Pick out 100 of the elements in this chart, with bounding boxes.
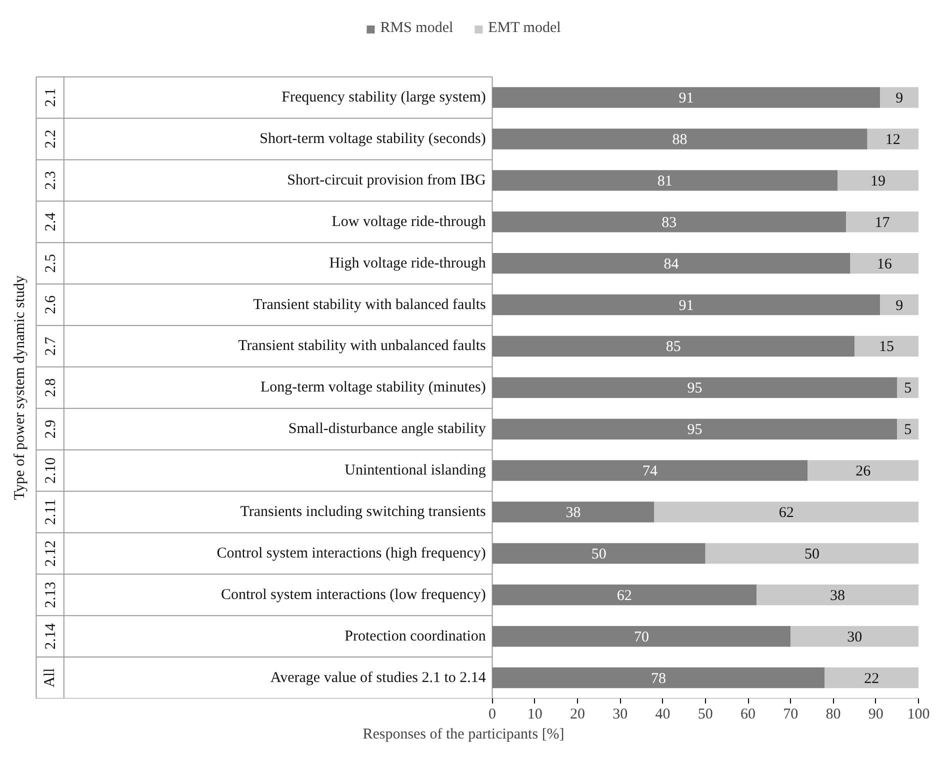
bar — [854, 336, 918, 357]
data-label: 22 — [864, 670, 880, 687]
bar — [492, 294, 880, 316]
y2-tick-label: 2.1 — [43, 88, 60, 107]
bar — [705, 543, 918, 564]
legend-label: EMT model — [488, 20, 561, 37]
bar — [756, 584, 918, 606]
x-tick-label: 0 — [488, 706, 496, 722]
bar — [654, 502, 918, 522]
y2-tick-label: All — [42, 668, 58, 688]
bar — [492, 377, 898, 398]
y-tick-label: Average value of studies 2.1 to 2.14 — [270, 670, 486, 686]
data-label: 16 — [876, 256, 892, 272]
y2-tick-label: 2.11 — [43, 499, 60, 525]
y2-tick-label: 2.7 — [43, 336, 60, 356]
y-tick-label: Transient stability with balanced faults — [253, 296, 486, 313]
data-label: 62 — [778, 504, 794, 521]
data-label: 95 — [687, 422, 702, 438]
y-tick-label: Unintentional islanding — [344, 462, 486, 479]
data-label: 9 — [896, 90, 904, 107]
data-label: 74 — [642, 464, 658, 480]
bar — [880, 87, 918, 108]
bar — [492, 252, 850, 274]
data-label: 9 — [896, 298, 904, 314]
data-label: 26 — [856, 464, 872, 480]
x-tick-label: 30 — [612, 706, 628, 722]
y-tick-label: Small-disturbance angle stability — [288, 421, 486, 438]
bar — [492, 212, 846, 232]
data-label: 84 — [664, 256, 680, 272]
y-tick-label: Protection coordination — [344, 628, 486, 644]
bar — [492, 543, 706, 564]
data-label: 50 — [804, 546, 820, 562]
data-label: 38 — [566, 504, 581, 521]
x-tick-label: 40 — [655, 706, 670, 722]
y-tick-label: Short-term voltage stability (seconds) — [260, 130, 486, 147]
data-label: 12 — [885, 132, 900, 148]
y-tick-label: Low voltage ride-through — [332, 214, 486, 230]
x-tick-label: 100 — [907, 706, 930, 722]
y-tick-label: High voltage ride-through — [329, 255, 486, 272]
bar — [846, 212, 918, 232]
x-axis-title: Responses of the participants [%] — [362, 726, 564, 742]
y-tick-label: Control system interactions (high frequency) — [216, 545, 486, 562]
y2-tick-label: 2.14 — [43, 622, 60, 650]
y-tick-label: Frequency stability (large system) — [282, 90, 486, 106]
text: Type of power system dynamic study — [12, 274, 28, 500]
y2-tick-label: 2.10 — [43, 457, 60, 484]
y-tick-label: Short-circuit provision from IBG — [287, 172, 486, 188]
bar — [492, 460, 808, 481]
bar — [897, 418, 918, 440]
bar — [492, 502, 654, 522]
y2-tick-label: 2.6 — [43, 294, 60, 314]
data-label: 81 — [657, 173, 672, 190]
bar — [897, 377, 918, 398]
bar — [492, 584, 757, 606]
data-label: 70 — [634, 629, 649, 646]
x-tick-label: 70 — [783, 706, 798, 722]
x-tick-label: 80 — [826, 706, 841, 722]
bar — [492, 128, 868, 150]
data-label: 85 — [666, 339, 681, 356]
data-label: 38 — [830, 588, 846, 604]
data-label: 95 — [687, 380, 702, 397]
data-label: 62 — [616, 588, 632, 604]
x-tick-label: 60 — [740, 706, 756, 722]
data-label: 91 — [678, 298, 694, 314]
y2-tick-label: 2.12 — [43, 540, 60, 567]
y2-tick-label: 2.4 — [43, 212, 60, 232]
data-label: 50 — [591, 546, 606, 562]
bar — [867, 128, 918, 150]
data-label: 78 — [651, 670, 666, 687]
data-label: 5 — [904, 380, 912, 397]
legend-label: RMS model — [380, 20, 454, 37]
x-tick-label: 20 — [570, 706, 586, 722]
y-tick-label: Long-term voltage stability (minutes) — [260, 380, 486, 396]
y2-tick-label: 2.9 — [43, 420, 60, 438]
x-tick-label: 10 — [527, 706, 542, 722]
bar — [850, 252, 918, 274]
bar — [492, 626, 791, 647]
y-tick-label: Transient stability with unbalanced faults — [238, 338, 486, 354]
x-tick-label: 90 — [868, 706, 884, 722]
data-label: 17 — [874, 214, 890, 231]
data-label: 5 — [904, 422, 912, 438]
data-label: 15 — [879, 339, 894, 356]
y-tick-label: Transients including switching transients — [240, 504, 486, 520]
data-label: 83 — [662, 214, 677, 231]
y2-tick-label: 2.3 — [43, 171, 60, 190]
y2-tick-label: 2.13 — [43, 582, 60, 608]
y2-tick-label: 2.5 — [43, 254, 60, 273]
x-tick-label: 50 — [698, 706, 713, 722]
bar — [492, 667, 825, 688]
data-label: 19 — [870, 173, 886, 190]
bar — [880, 294, 918, 316]
bar — [492, 418, 898, 440]
y2-tick-label: 2.2 — [43, 130, 60, 148]
data-label: 88 — [672, 132, 688, 148]
bar — [790, 626, 918, 647]
bar — [492, 87, 880, 108]
y2-tick-label: 2.8 — [43, 378, 60, 398]
bar — [492, 336, 855, 357]
bar — [492, 170, 838, 191]
data-label: 91 — [678, 90, 694, 107]
